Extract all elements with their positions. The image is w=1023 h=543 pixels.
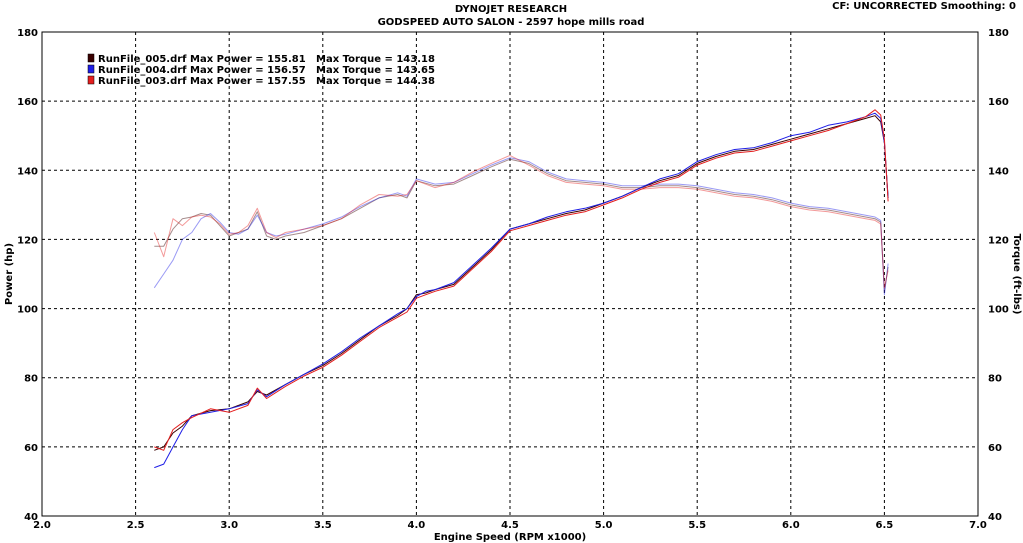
- power-line-2: [154, 112, 889, 469]
- legend: RunFile_005.drf Max Power = 155.81 Max To…: [87, 53, 435, 87]
- x-tick-label: 2.0: [33, 520, 51, 531]
- x-axis-label: Engine Speed (RPM x1000): [434, 532, 586, 543]
- y-tick-label: 160: [17, 97, 38, 108]
- y-axis-label: Power (hp): [4, 243, 15, 305]
- chart-subtitle: GODSPEED AUTO SALON - 2597 hope mills ro…: [378, 17, 645, 28]
- y2-tick-label: 160: [988, 97, 1009, 108]
- x-tick-label: 7.0: [969, 520, 987, 531]
- y2-tick-label: 80: [988, 374, 1002, 385]
- legend-torque: Max Torque = 143.65: [316, 65, 435, 76]
- y2-tick-label: 60: [988, 443, 1002, 454]
- torque-line-3: [153, 154, 889, 289]
- x-tick-label: 4.0: [408, 520, 426, 531]
- legend-swatch: [87, 75, 95, 85]
- y-tick-label: 80: [24, 374, 38, 385]
- y-tick-label: 140: [17, 166, 38, 177]
- y-tick-label: 120: [17, 235, 38, 246]
- y2-tick-label: 180: [988, 28, 1009, 39]
- legend-torque: Max Torque = 143.18: [316, 54, 435, 65]
- status-text: CF: UNCORRECTED Smoothing: 0: [832, 1, 1016, 12]
- legend-power: RunFile_003.drf Max Power = 157.55: [98, 76, 306, 87]
- x-tick-label: 6.0: [782, 520, 800, 531]
- y2-tick-label: 140: [988, 166, 1009, 177]
- torque-line-1: [154, 158, 889, 292]
- y-tick-label: 60: [24, 443, 38, 454]
- y-tick-label: 100: [17, 305, 38, 316]
- y2-tick-label: 40: [988, 512, 1002, 523]
- x-tick-label: 4.5: [501, 520, 519, 531]
- x-tick-label: 5.5: [688, 520, 706, 531]
- legend-swatch: [87, 64, 95, 74]
- chart-title: DYNOJET RESEARCH: [455, 4, 567, 15]
- y-tick-label: 40: [24, 512, 38, 523]
- y2-tick-label: 120: [988, 235, 1009, 246]
- curves: [153, 109, 889, 469]
- x-tick-label: 2.5: [127, 520, 145, 531]
- x-tick-label: 3.5: [314, 520, 332, 531]
- power-line-3: [154, 109, 889, 451]
- y-tick-label: 180: [17, 28, 38, 39]
- grid: [42, 32, 978, 516]
- power-line-1: [154, 115, 889, 451]
- y2-tick-label: 100: [988, 305, 1009, 316]
- x-tick-label: 5.0: [595, 520, 613, 531]
- legend-power: RunFile_004.drf Max Power = 156.57: [98, 65, 306, 76]
- tick-labels: 2.0 2.5 3.0 3.5 4.0 4.5 5.0 5.5 6.0 6.5 7.04060801…: [17, 28, 1009, 531]
- legend-swatch: [87, 53, 95, 63]
- y2-axis-label: Torque (ft-lbs): [1011, 234, 1022, 315]
- x-tick-label: 3.0: [220, 520, 238, 531]
- legend-torque: Max Torque = 144.38: [316, 76, 435, 87]
- legend-power: RunFile_005.drf Max Power = 155.81: [98, 54, 306, 65]
- x-tick-label: 6.5: [876, 520, 894, 531]
- torque-line-2: [153, 157, 889, 296]
